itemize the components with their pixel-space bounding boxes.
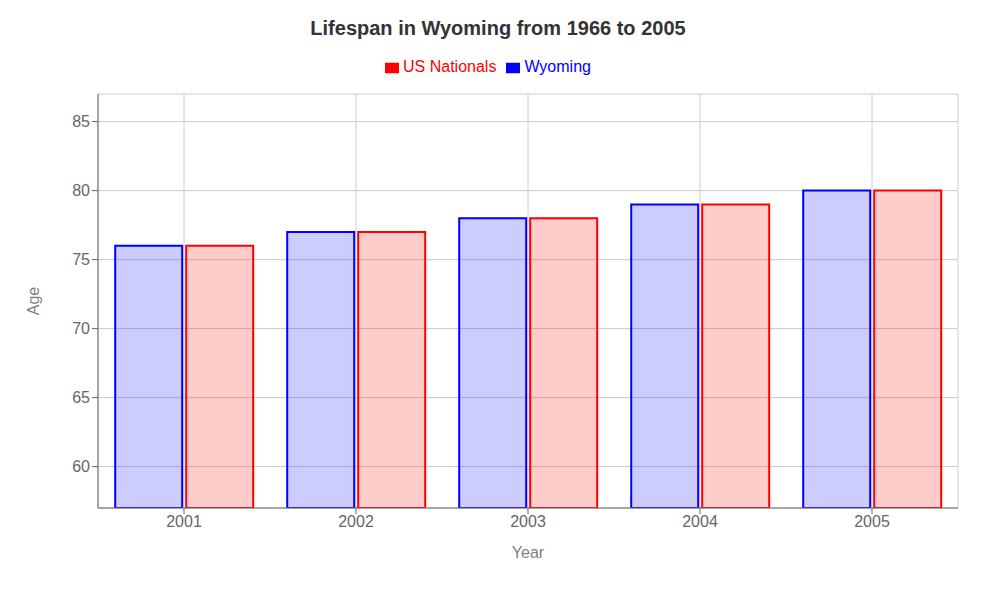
svg-text:Age: Age	[25, 287, 42, 316]
svg-text:85: 85	[72, 113, 90, 130]
html-text:Wyoming: Wyoming	[524, 58, 591, 75]
svg-text:80: 80	[72, 182, 90, 199]
svg-text:70: 70	[72, 320, 90, 337]
svg-text:75: 75	[72, 251, 90, 268]
html-text:US Nationals: US Nationals	[403, 58, 497, 75]
svg-text:2004: 2004	[682, 513, 718, 530]
html-text:Lifespan in Wyoming from 1966: Lifespan in Wyoming from 1966 to 2005	[310, 17, 686, 39]
svg-text:2001: 2001	[166, 513, 202, 530]
svg-text:2003: 2003	[510, 513, 546, 530]
svg-text:Year: Year	[512, 544, 545, 561]
svg-text:60: 60	[72, 458, 90, 475]
svg-text:2005: 2005	[854, 513, 890, 530]
svg-text:65: 65	[72, 389, 90, 406]
svg-text:2002: 2002	[338, 513, 374, 530]
